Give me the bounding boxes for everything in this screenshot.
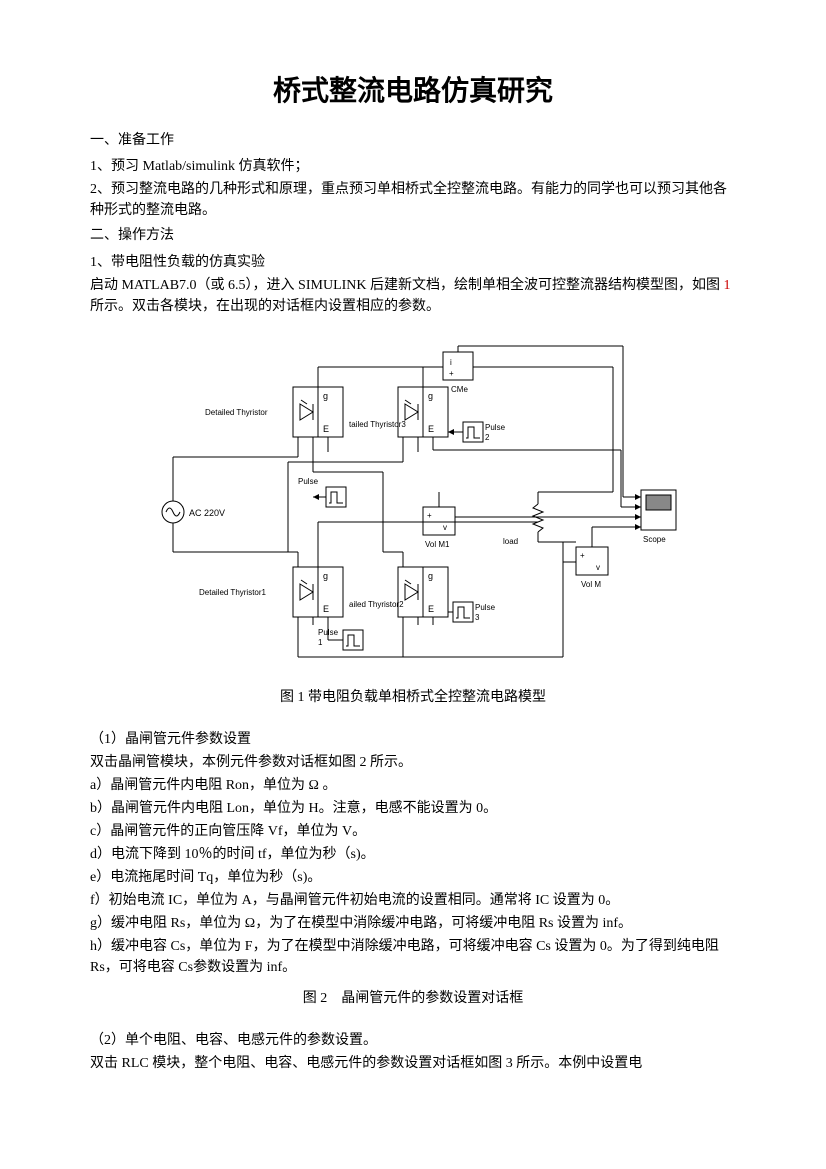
- sub1-para: 双击晶闸管模块，本例元件参数对话框如图 2 所示。: [90, 752, 736, 773]
- svg-text:E: E: [323, 424, 329, 434]
- svg-text:1: 1: [318, 638, 323, 647]
- volm1-label: Vol M1: [425, 540, 450, 549]
- item-h: h）缓冲电容 Cs，单位为 F，为了在模型中消除缓冲电路，可将缓冲电容 Cs 设…: [90, 936, 736, 978]
- item-d: d）电流下降到 10％的时间 tf，单位为秒（s)。: [90, 844, 736, 865]
- svg-text:i: i: [450, 358, 452, 367]
- parameter-list: a）晶闸管元件内电阻 Ron，单位为 Ω 。 b）晶闸管元件内电阻 Lon，单位…: [90, 775, 736, 978]
- s2p1b: 所示。双击各模块，在出现的对话框内设置相应的参数。: [90, 299, 440, 314]
- item-g: g）缓冲电阻 Rs，单位为 Ω，为了在模型中消除缓冲电路，可将缓冲电阻 Rs 设…: [90, 913, 736, 934]
- section1-heading: 一、准备工作: [90, 130, 736, 152]
- section2-item1: 1、带电阻性负载的仿真实验: [90, 252, 736, 273]
- svg-text:+: +: [580, 551, 585, 560]
- item-c: c）晶闸管元件的正向管压降 Vf，单位为 V。: [90, 821, 736, 842]
- det-thy1-label: Detailed Thyristor1: [199, 588, 267, 597]
- s2p1-red: 1: [724, 278, 731, 293]
- svg-text:Pulse: Pulse: [485, 423, 506, 432]
- det-thy-label: Detailed Thyristor: [205, 408, 268, 417]
- svg-text:g: g: [323, 571, 328, 581]
- cme-label: CMe: [451, 385, 468, 394]
- figure1-caption: 图 1 带电阻负载单相桥式全控整流电路模型: [90, 687, 736, 709]
- sub2-heading: （2）单个电阻、电容、电感元件的参数设置。: [90, 1030, 736, 1051]
- section1-item2: 2、预习整流电路的几种形式和原理，重点预习单相桥式全控整流电路。有能力的同学也可…: [90, 179, 736, 221]
- figure2-caption: 图 2 晶闸管元件的参数设置对话框: [90, 988, 736, 1010]
- svg-text:E: E: [428, 424, 434, 434]
- svg-text:2: 2: [485, 433, 490, 442]
- page-title: 桥式整流电路仿真研究: [90, 70, 736, 115]
- section2-heading: 二、操作方法: [90, 225, 736, 247]
- section2-para1: 启动 MATLAB7.0（或 6.5），进入 SIMULINK 后建新文档，绘制…: [90, 275, 736, 317]
- item-f: f）初始电流 IC，单位为 A，与晶闸管元件初始电流的设置相同。通常将 IC 设…: [90, 890, 736, 911]
- svg-text:v: v: [596, 563, 600, 572]
- svg-text:+: +: [427, 511, 432, 520]
- figure1-diagram: .blk { fill: #fff; stroke: #000; stroke-…: [143, 332, 683, 672]
- item-b: b）晶闸管元件内电阻 Lon，单位为 H。注意，电感不能设置为 0。: [90, 798, 736, 819]
- svg-text:E: E: [428, 604, 434, 614]
- item-a: a）晶闸管元件内电阻 Ron，单位为 Ω 。: [90, 775, 736, 796]
- load-label: load: [503, 537, 518, 546]
- volm-label: Vol M: [581, 580, 601, 589]
- tailed-thy2-label: ailed Thyristor2: [349, 600, 404, 609]
- svg-text:+: +: [449, 369, 454, 378]
- item-e: e）电流拖尾时间 Tq，单位为秒（s)。: [90, 867, 736, 888]
- svg-text:g: g: [323, 391, 328, 401]
- s2p1a: 启动 MATLAB7.0（或 6.5），进入 SIMULINK 后建新文档，绘制…: [90, 278, 724, 293]
- ac-label: AC 220V: [189, 508, 225, 518]
- tailed-thy3-label: tailed Thyristor3: [349, 420, 406, 429]
- pulse-label: Pulse: [298, 477, 319, 486]
- svg-text:v: v: [443, 523, 447, 532]
- svg-text:E: E: [323, 604, 329, 614]
- svg-text:g: g: [428, 571, 433, 581]
- sub2-para: 双击 RLC 模块，整个电阻、电容、电感元件的参数设置对话框如图 3 所示。本例…: [90, 1053, 736, 1074]
- svg-text:3: 3: [475, 613, 480, 622]
- scope-label: Scope: [643, 535, 666, 544]
- section1-item1: 1、预习 Matlab/simulink 仿真软件；: [90, 156, 736, 177]
- sub1-heading: （1）晶闸管元件参数设置: [90, 729, 736, 750]
- svg-text:Pulse: Pulse: [475, 603, 496, 612]
- svg-text:g: g: [428, 391, 433, 401]
